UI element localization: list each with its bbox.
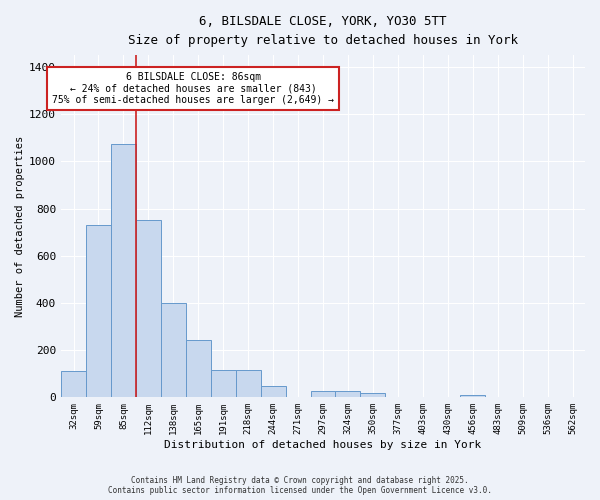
- Y-axis label: Number of detached properties: Number of detached properties: [15, 136, 25, 317]
- Bar: [161, 303, 186, 398]
- Title: 6, BILSDALE CLOSE, YORK, YO30 5TT
Size of property relative to detached houses i: 6, BILSDALE CLOSE, YORK, YO30 5TT Size o…: [128, 15, 518, 47]
- Text: Contains HM Land Registry data © Crown copyright and database right 2025.
Contai: Contains HM Land Registry data © Crown c…: [108, 476, 492, 495]
- Bar: [211, 370, 236, 398]
- Bar: [311, 391, 335, 398]
- Bar: [236, 370, 260, 398]
- Bar: [61, 372, 86, 398]
- X-axis label: Distribution of detached houses by size in York: Distribution of detached houses by size …: [164, 440, 482, 450]
- Bar: [136, 220, 161, 398]
- Bar: [86, 225, 111, 398]
- Bar: [361, 392, 385, 398]
- Bar: [460, 395, 485, 398]
- Bar: [186, 340, 211, 398]
- Text: 6 BILSDALE CLOSE: 86sqm
← 24% of detached houses are smaller (843)
75% of semi-d: 6 BILSDALE CLOSE: 86sqm ← 24% of detache…: [52, 72, 334, 105]
- Bar: [111, 144, 136, 398]
- Bar: [335, 391, 361, 398]
- Bar: [260, 386, 286, 398]
